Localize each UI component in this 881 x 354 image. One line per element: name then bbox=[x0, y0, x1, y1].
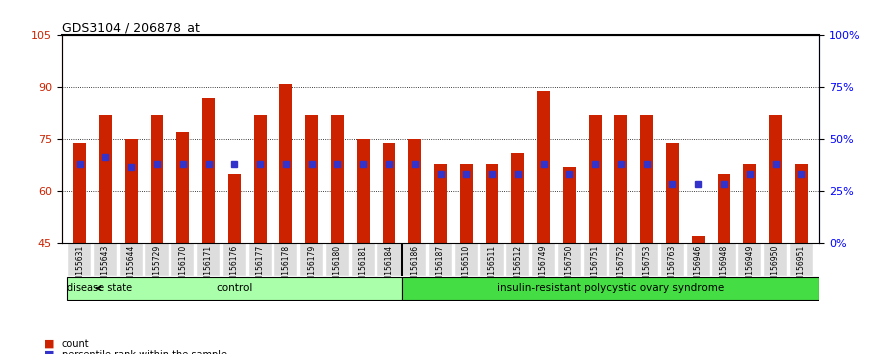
Text: GSM156763: GSM156763 bbox=[668, 245, 677, 291]
Bar bbox=[331, 115, 344, 243]
Bar bbox=[717, 174, 730, 243]
Text: GSM156749: GSM156749 bbox=[539, 245, 548, 291]
Text: GSM156187: GSM156187 bbox=[436, 245, 445, 291]
Bar bbox=[589, 115, 602, 243]
Text: GSM156948: GSM156948 bbox=[720, 245, 729, 291]
FancyBboxPatch shape bbox=[197, 243, 220, 275]
Text: GSM156949: GSM156949 bbox=[745, 245, 754, 291]
FancyBboxPatch shape bbox=[455, 243, 478, 275]
Bar bbox=[176, 132, 189, 243]
Bar bbox=[485, 164, 499, 243]
Bar bbox=[357, 139, 370, 243]
FancyBboxPatch shape bbox=[480, 243, 504, 275]
Bar bbox=[408, 139, 421, 243]
FancyBboxPatch shape bbox=[377, 243, 401, 275]
Text: GSM156177: GSM156177 bbox=[255, 245, 264, 291]
FancyBboxPatch shape bbox=[67, 277, 402, 299]
FancyBboxPatch shape bbox=[248, 243, 271, 275]
FancyBboxPatch shape bbox=[352, 243, 374, 275]
Text: GSM156184: GSM156184 bbox=[384, 245, 394, 291]
Text: GSM156753: GSM156753 bbox=[642, 245, 651, 291]
Text: GSM156510: GSM156510 bbox=[462, 245, 470, 291]
FancyBboxPatch shape bbox=[661, 243, 684, 275]
Bar bbox=[769, 115, 782, 243]
Bar bbox=[382, 143, 396, 243]
FancyBboxPatch shape bbox=[789, 243, 813, 275]
Bar bbox=[537, 91, 550, 243]
FancyBboxPatch shape bbox=[764, 243, 787, 275]
Text: GSM156180: GSM156180 bbox=[333, 245, 342, 291]
Bar bbox=[99, 115, 112, 243]
Bar bbox=[434, 164, 447, 243]
Text: GSM156751: GSM156751 bbox=[590, 245, 600, 291]
FancyBboxPatch shape bbox=[171, 243, 195, 275]
Text: GSM156170: GSM156170 bbox=[178, 245, 188, 291]
Text: count: count bbox=[62, 339, 89, 349]
Text: percentile rank within the sample: percentile rank within the sample bbox=[62, 349, 226, 354]
Bar bbox=[614, 115, 627, 243]
Text: GSM155631: GSM155631 bbox=[75, 245, 85, 291]
Bar bbox=[228, 174, 241, 243]
Text: GSM156950: GSM156950 bbox=[771, 245, 780, 291]
Bar bbox=[795, 164, 808, 243]
Text: GSM156181: GSM156181 bbox=[359, 245, 367, 291]
Text: GDS3104 / 206878_at: GDS3104 / 206878_at bbox=[62, 21, 199, 34]
Bar bbox=[305, 115, 318, 243]
FancyBboxPatch shape bbox=[610, 243, 633, 275]
Text: disease state: disease state bbox=[67, 283, 132, 293]
FancyBboxPatch shape bbox=[558, 243, 581, 275]
Bar bbox=[511, 153, 524, 243]
Bar bbox=[563, 167, 576, 243]
FancyBboxPatch shape bbox=[94, 243, 117, 275]
Bar bbox=[254, 115, 267, 243]
FancyBboxPatch shape bbox=[713, 243, 736, 275]
FancyBboxPatch shape bbox=[429, 243, 452, 275]
Text: GSM156176: GSM156176 bbox=[230, 245, 239, 291]
FancyBboxPatch shape bbox=[507, 243, 529, 275]
Text: GSM155643: GSM155643 bbox=[101, 245, 110, 291]
Bar bbox=[744, 164, 756, 243]
Text: GSM156946: GSM156946 bbox=[693, 245, 703, 291]
Bar bbox=[640, 115, 653, 243]
Text: GSM156179: GSM156179 bbox=[307, 245, 316, 291]
Text: GSM156750: GSM156750 bbox=[565, 245, 574, 291]
FancyBboxPatch shape bbox=[532, 243, 555, 275]
Bar bbox=[460, 164, 473, 243]
FancyBboxPatch shape bbox=[120, 243, 143, 275]
Text: GSM156186: GSM156186 bbox=[411, 245, 419, 291]
FancyBboxPatch shape bbox=[274, 243, 298, 275]
Text: GSM155644: GSM155644 bbox=[127, 245, 136, 291]
Text: GSM156752: GSM156752 bbox=[617, 245, 626, 291]
FancyBboxPatch shape bbox=[68, 243, 92, 275]
FancyBboxPatch shape bbox=[145, 243, 168, 275]
Bar bbox=[666, 143, 679, 243]
FancyBboxPatch shape bbox=[326, 243, 349, 275]
Text: ■: ■ bbox=[44, 349, 55, 354]
Text: GSM156511: GSM156511 bbox=[487, 245, 497, 291]
FancyBboxPatch shape bbox=[300, 243, 323, 275]
Bar bbox=[692, 236, 705, 243]
Text: GSM156512: GSM156512 bbox=[514, 245, 522, 291]
Bar bbox=[125, 139, 137, 243]
Bar bbox=[151, 115, 164, 243]
FancyBboxPatch shape bbox=[635, 243, 658, 275]
FancyBboxPatch shape bbox=[402, 277, 819, 299]
Bar bbox=[279, 84, 292, 243]
FancyBboxPatch shape bbox=[738, 243, 761, 275]
FancyBboxPatch shape bbox=[403, 243, 426, 275]
Text: GSM156178: GSM156178 bbox=[281, 245, 291, 291]
Text: control: control bbox=[216, 283, 253, 293]
Text: GSM156171: GSM156171 bbox=[204, 245, 213, 291]
Text: insulin-resistant polycystic ovary syndrome: insulin-resistant polycystic ovary syndr… bbox=[497, 283, 724, 293]
Text: GSM156951: GSM156951 bbox=[796, 245, 806, 291]
Text: GSM155729: GSM155729 bbox=[152, 245, 161, 291]
Bar bbox=[73, 143, 86, 243]
FancyBboxPatch shape bbox=[686, 243, 710, 275]
Bar bbox=[202, 98, 215, 243]
Text: ■: ■ bbox=[44, 339, 55, 349]
FancyBboxPatch shape bbox=[223, 243, 246, 275]
FancyBboxPatch shape bbox=[583, 243, 607, 275]
